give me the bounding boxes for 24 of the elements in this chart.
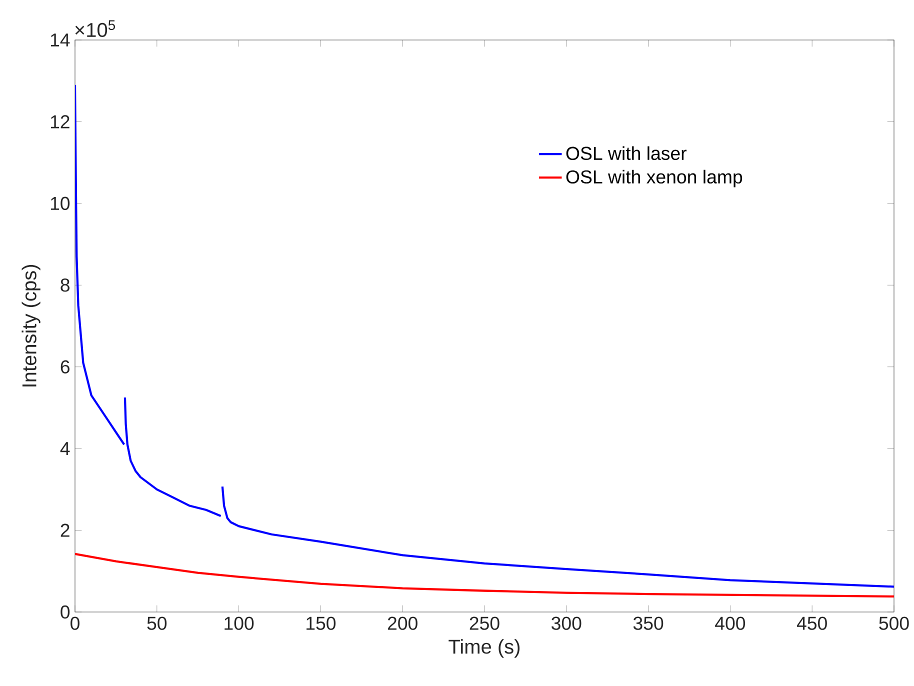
y-axis-title: Intensity (cps) bbox=[22, 265, 40, 386]
x-tick-label: 400 bbox=[715, 616, 746, 630]
x-tick-label: 50 bbox=[147, 616, 167, 630]
x-tick-label: 0 bbox=[70, 616, 80, 630]
y-tick-label: 4 bbox=[60, 442, 70, 455]
text: ×10$^{5}$ bbox=[75, 20, 116, 38]
x-tick-label: 350 bbox=[633, 616, 664, 630]
legend-label: OSL with laser bbox=[566, 146, 687, 160]
x-tick-label: 300 bbox=[552, 616, 582, 630]
y-tick-label: 10 bbox=[50, 196, 70, 210]
y-tick-label: 8 bbox=[60, 278, 70, 292]
x-tick-label: 150 bbox=[306, 616, 336, 630]
y-tick-label: 12 bbox=[50, 115, 70, 128]
x-tick-label: 500 bbox=[879, 616, 909, 630]
x-tick-label: 250 bbox=[470, 616, 500, 630]
x-axis-title: Time (s) bbox=[448, 639, 520, 658]
y-tick-label: 14 bbox=[50, 34, 70, 46]
legend-label: OSL with xenon lamp bbox=[566, 170, 742, 188]
y-tick-label: 2 bbox=[60, 524, 70, 537]
y-tick-label: 0 bbox=[60, 605, 70, 619]
x-tick-label: 200 bbox=[388, 616, 418, 630]
x-tick-label: 100 bbox=[224, 616, 254, 630]
x-tick-label: 450 bbox=[796, 616, 827, 630]
y-tick-label: 6 bbox=[60, 360, 70, 374]
